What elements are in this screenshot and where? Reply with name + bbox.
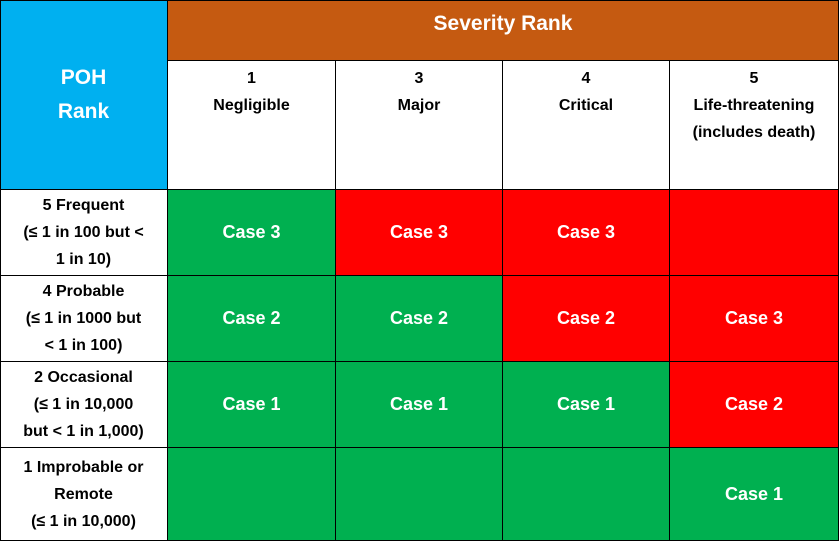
- severity-label-sub: (includes death): [692, 124, 816, 141]
- severity-header-label: Severity Rank: [433, 12, 573, 35]
- row-header-line: 1 Improbable or: [23, 458, 144, 476]
- severity-column-4: 4 Critical: [503, 61, 670, 190]
- risk-cell: Case 3: [168, 190, 336, 276]
- severity-rank-header: Severity Rank: [168, 0, 839, 61]
- row-header-line: (≤ 1 in 1000 but: [25, 310, 142, 327]
- risk-cell-text: Case 3: [389, 222, 449, 242]
- risk-cell-text: Case 1: [389, 394, 449, 414]
- risk-cell-text: Case 2: [222, 308, 281, 328]
- poh-row-header-frequent: 5 Frequent (≤ 1 in 100 but < 1 in 10): [0, 190, 168, 276]
- severity-label: Major: [397, 97, 441, 114]
- risk-cell: [336, 448, 503, 541]
- poh-row-header-probable: 4 Probable (≤ 1 in 1000 but < 1 in 100): [0, 276, 168, 362]
- row-header-line: 5 Frequent: [42, 197, 125, 214]
- severity-rank-number: 1: [247, 70, 256, 87]
- risk-cell: [503, 448, 670, 541]
- severity-rank-number: 4: [581, 70, 591, 87]
- severity-rank-number: 5: [749, 70, 759, 87]
- risk-cell: Case 3: [670, 276, 839, 362]
- severity-label: Critical: [558, 97, 614, 114]
- severity-column-1: 1 Negligible: [168, 61, 336, 190]
- row-header-line: Remote: [54, 485, 113, 503]
- risk-cell: Case 3: [336, 190, 503, 276]
- row-header-line: (≤ 1 in 100 but <: [23, 224, 144, 241]
- risk-cell: Case 1: [336, 362, 503, 448]
- risk-cell-text: Case 2: [724, 394, 784, 414]
- risk-cell: Case 1: [168, 362, 336, 448]
- row-header-line: < 1 in 100): [44, 337, 123, 354]
- risk-cell: Case 2: [670, 362, 839, 448]
- risk-cell: [168, 448, 336, 541]
- severity-label: Life-threatening: [693, 97, 815, 114]
- risk-cell: Case 2: [503, 276, 670, 362]
- severity-column-3: 3 Major: [336, 61, 503, 190]
- risk-cell: [670, 190, 839, 276]
- row-header-line: (≤ 1 in 10,000): [31, 512, 136, 530]
- row-header-line: (≤ 1 in 10,000: [33, 396, 134, 413]
- poh-row-header-occasional: 2 Occasional (≤ 1 in 10,000 but < 1 in 1…: [0, 362, 168, 448]
- risk-cell: Case 1: [503, 362, 670, 448]
- risk-cell-text: Case 3: [556, 222, 616, 242]
- severity-column-5: 5 Life-threatening (includes death): [670, 61, 839, 190]
- risk-cell-text: Case 3: [724, 308, 784, 328]
- risk-cell: Case 3: [503, 190, 670, 276]
- risk-cell-text: Case 1: [222, 394, 281, 414]
- severity-rank-number: 3: [414, 70, 424, 87]
- row-header-line: 1 in 10): [55, 251, 112, 268]
- poh-rank-header: POH Rank: [0, 0, 168, 190]
- risk-cell-text: Case 3: [222, 222, 281, 242]
- risk-cell: Case 1: [670, 448, 839, 541]
- risk-cell-text: Case 1: [556, 394, 616, 414]
- poh-header-line2: Rank: [57, 99, 110, 123]
- poh-row-header-improbable: 1 Improbable or Remote (≤ 1 in 10,000): [0, 448, 168, 541]
- risk-cell: Case 2: [336, 276, 503, 362]
- row-header-line: but < 1 in 1,000): [23, 423, 144, 440]
- risk-cell-text: Case 2: [389, 308, 449, 328]
- row-header-line: 2 Occasional: [34, 369, 133, 386]
- risk-cell: Case 2: [168, 276, 336, 362]
- risk-cell-text: Case 2: [556, 308, 616, 328]
- row-header-line: 4 Probable: [42, 283, 125, 300]
- poh-header-line1: POH: [60, 65, 107, 89]
- risk-cell-text: Case 1: [724, 483, 784, 504]
- severity-label: Negligible: [213, 97, 290, 114]
